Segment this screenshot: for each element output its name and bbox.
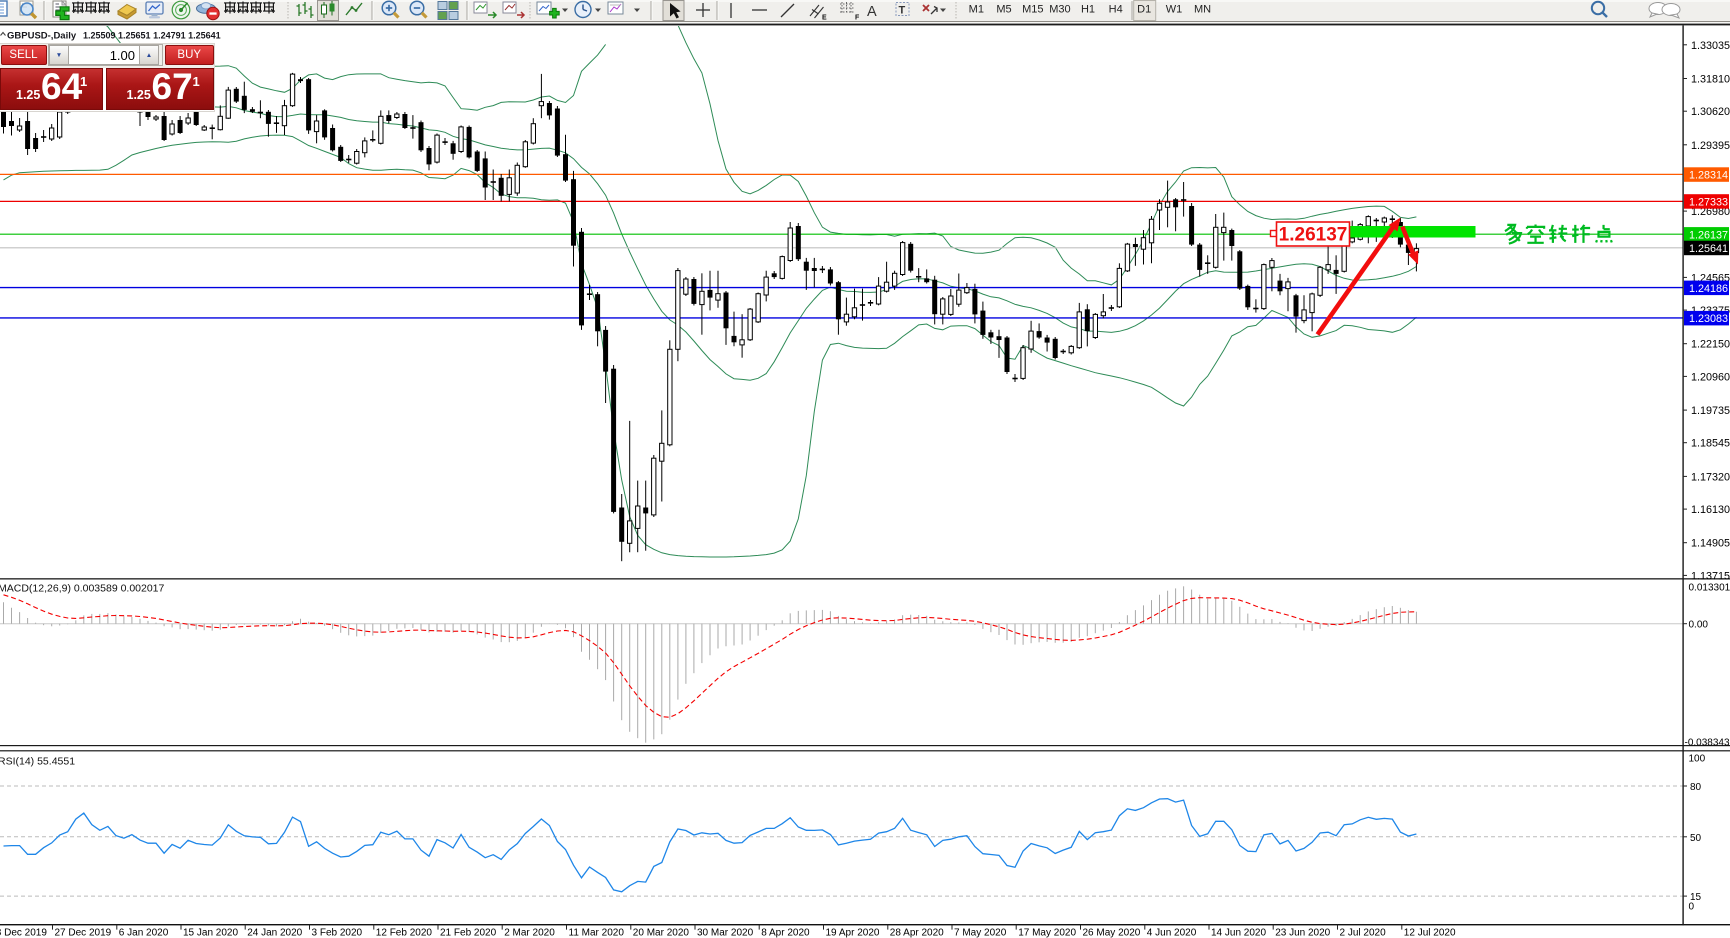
svg-text:12 Feb 2020: 12 Feb 2020 bbox=[376, 928, 433, 938]
svg-text:30 Mar 2020: 30 Mar 2020 bbox=[697, 928, 754, 938]
svg-text:M30: M30 bbox=[1049, 4, 1070, 16]
svg-text:0.013301: 0.013301 bbox=[1689, 583, 1730, 594]
svg-text:T: T bbox=[899, 5, 906, 17]
svg-text:24 Jan 2020: 24 Jan 2020 bbox=[247, 928, 302, 938]
svg-text:8 Apr 2020: 8 Apr 2020 bbox=[761, 928, 810, 938]
svg-text:1.14905: 1.14905 bbox=[1691, 538, 1730, 550]
svg-text:H1: H1 bbox=[1081, 4, 1095, 16]
svg-text:1.26137: 1.26137 bbox=[1689, 229, 1728, 241]
svg-text:M15: M15 bbox=[1022, 4, 1043, 16]
svg-text:80: 80 bbox=[1690, 782, 1702, 793]
svg-text:RSI(14) 55.4551: RSI(14) 55.4551 bbox=[0, 756, 75, 768]
svg-text:D1: D1 bbox=[1137, 4, 1151, 16]
svg-text:23 Jun 2020: 23 Jun 2020 bbox=[1275, 928, 1330, 938]
svg-text:1.20960: 1.20960 bbox=[1691, 371, 1730, 383]
svg-text:50: 50 bbox=[1690, 833, 1702, 844]
svg-text:14 Jun 2020: 14 Jun 2020 bbox=[1211, 928, 1266, 938]
svg-text:1.26137: 1.26137 bbox=[1279, 225, 1348, 246]
svg-text:M1: M1 bbox=[969, 4, 984, 16]
svg-text:1.26980: 1.26980 bbox=[1691, 206, 1730, 218]
svg-text:1.18545: 1.18545 bbox=[1691, 438, 1730, 450]
svg-text:18 Dec 2019: 18 Dec 2019 bbox=[0, 928, 47, 938]
svg-text:GBPUSD-,Daily: GBPUSD-,Daily bbox=[7, 31, 77, 42]
svg-text:21 Feb 2020: 21 Feb 2020 bbox=[440, 928, 497, 938]
svg-text:6 Jan 2020: 6 Jan 2020 bbox=[119, 928, 169, 938]
svg-text:1.23083: 1.23083 bbox=[1689, 313, 1728, 325]
svg-text:H4: H4 bbox=[1109, 4, 1123, 16]
svg-text:1.22150: 1.22150 bbox=[1691, 339, 1730, 351]
svg-text:1.25509 1.25651 1.24791 1.2564: 1.25509 1.25651 1.24791 1.25641 bbox=[83, 31, 221, 41]
svg-text:1.19735: 1.19735 bbox=[1691, 405, 1730, 417]
svg-text:20 Mar 2020: 20 Mar 2020 bbox=[633, 928, 690, 938]
svg-text:2 Jul 2020: 2 Jul 2020 bbox=[1340, 928, 1387, 938]
svg-text:26 May 2020: 26 May 2020 bbox=[1083, 928, 1141, 938]
svg-text:MN: MN bbox=[1194, 4, 1211, 16]
svg-text:1.33035: 1.33035 bbox=[1691, 40, 1730, 52]
svg-text:1.31810: 1.31810 bbox=[1691, 74, 1730, 86]
svg-text:19 Apr 2020: 19 Apr 2020 bbox=[826, 928, 880, 938]
svg-text:15 Jan 2020: 15 Jan 2020 bbox=[183, 928, 238, 938]
svg-text:A: A bbox=[867, 4, 877, 20]
svg-text:11 Mar 2020: 11 Mar 2020 bbox=[569, 928, 625, 938]
svg-text:1.24186: 1.24186 bbox=[1689, 283, 1728, 295]
svg-text:1.27333: 1.27333 bbox=[1689, 196, 1728, 208]
svg-text:7 May 2020: 7 May 2020 bbox=[954, 928, 1007, 938]
svg-text:27 Dec 2019: 27 Dec 2019 bbox=[55, 928, 112, 938]
svg-text:E: E bbox=[822, 15, 827, 22]
svg-text:1.13715: 1.13715 bbox=[1691, 570, 1730, 582]
svg-text:100: 100 bbox=[1689, 754, 1706, 765]
svg-text:3 Feb 2020: 3 Feb 2020 bbox=[312, 928, 363, 938]
svg-text:12 Jul 2020: 12 Jul 2020 bbox=[1404, 928, 1456, 938]
svg-text:1.29395: 1.29395 bbox=[1691, 140, 1730, 152]
svg-text:1.28314: 1.28314 bbox=[1689, 170, 1728, 182]
svg-text:28 Apr 2020: 28 Apr 2020 bbox=[890, 928, 944, 938]
svg-text:0: 0 bbox=[1689, 902, 1695, 913]
svg-text:1.17320: 1.17320 bbox=[1691, 471, 1730, 483]
svg-text:-0.038343: -0.038343 bbox=[1685, 738, 1730, 749]
svg-text:1.30620: 1.30620 bbox=[1691, 106, 1730, 118]
svg-text:17 May 2020: 17 May 2020 bbox=[1018, 928, 1076, 938]
svg-text:F: F bbox=[855, 15, 860, 22]
svg-text:1.25641: 1.25641 bbox=[1689, 243, 1728, 255]
svg-text:M5: M5 bbox=[996, 4, 1011, 16]
svg-text:15: 15 bbox=[1690, 892, 1702, 903]
svg-text:2 Mar 2020: 2 Mar 2020 bbox=[504, 928, 555, 938]
svg-text:W1: W1 bbox=[1166, 4, 1183, 16]
svg-text:1.16130: 1.16130 bbox=[1691, 504, 1730, 516]
svg-text:MACD(12,26,9) 0.003589 0.00201: MACD(12,26,9) 0.003589 0.002017 bbox=[0, 583, 165, 595]
svg-text:0.00: 0.00 bbox=[1689, 620, 1709, 631]
svg-text:4 Jun 2020: 4 Jun 2020 bbox=[1147, 928, 1197, 938]
